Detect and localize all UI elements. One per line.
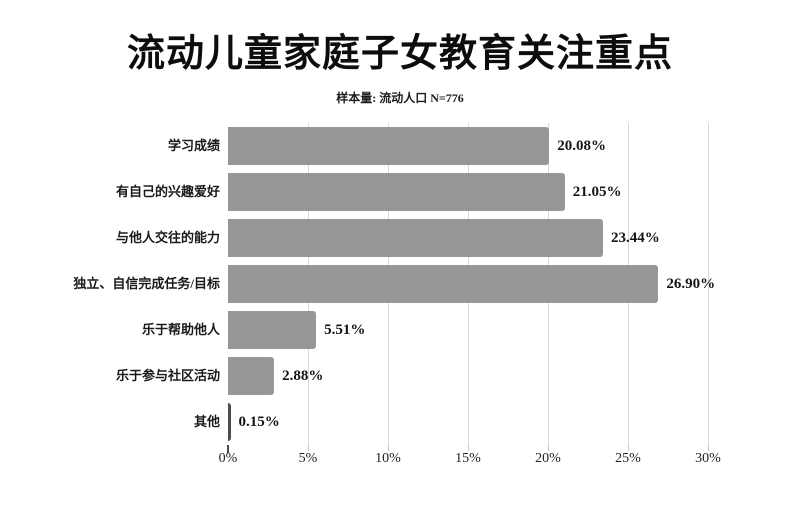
x-tick-mark	[468, 445, 469, 451]
value-label: 21.05%	[572, 184, 622, 200]
gridline	[708, 123, 709, 445]
category-label: 其他	[193, 414, 220, 429]
x-tick-mark	[308, 445, 309, 451]
bar-row: 5.51%	[228, 307, 708, 353]
category-label: 乐于帮助他人	[141, 322, 220, 337]
x-tick-label: 0%	[218, 451, 238, 466]
x-tick-label: 30%	[695, 451, 721, 466]
category-label: 学习成绩	[167, 138, 220, 153]
category-label: 有自己的兴趣爱好	[115, 184, 220, 199]
bar	[228, 219, 604, 257]
value-label: 23.44%	[611, 230, 660, 246]
chart-title: 流动儿童家庭子女教育关注重点	[126, 33, 673, 75]
x-tick-label: 15%	[455, 451, 481, 466]
x-tick-mark	[388, 445, 389, 451]
value-label: 26.90%	[666, 276, 716, 292]
x-tick-mark	[548, 445, 549, 451]
bar	[228, 127, 550, 165]
bar	[228, 265, 659, 303]
value-label: 5.51%	[324, 322, 366, 338]
x-tick-mark	[628, 445, 629, 451]
bar-row: 23.44%	[228, 215, 708, 261]
chart-subtitle: 样本量: 流动人口 N=776	[336, 91, 464, 105]
bar-row: 21.05%	[228, 169, 708, 215]
bar	[228, 311, 317, 349]
category-label: 乐于参与社区活动	[115, 368, 220, 383]
x-tick-label: 5%	[298, 451, 318, 466]
value-label: 20.08%	[557, 138, 607, 154]
bar	[228, 173, 565, 211]
bar-row: 26.90%	[228, 261, 715, 307]
bar-row: 20.08%	[228, 123, 708, 169]
x-tick-mark	[708, 445, 709, 451]
x-tick-label: 25%	[615, 451, 641, 466]
x-tick-mark	[227, 445, 229, 453]
category-label: 与他人交往的能力	[115, 230, 220, 245]
category-label: 独立、自信完成任务/目标	[73, 276, 220, 291]
x-tick-label: 10%	[375, 451, 401, 466]
bar	[228, 357, 275, 395]
value-label: 0.15%	[238, 414, 280, 430]
bar-row: 0.15%	[228, 399, 708, 445]
bar-row: 2.88%	[228, 353, 708, 399]
plot-area: 20.08% 21.05% 23.44% 26.90% 5.51% 2.88% 0.15%	[227, 123, 715, 453]
bar	[228, 403, 231, 441]
value-label: 2.88%	[282, 368, 324, 384]
x-tick-label: 20%	[535, 451, 561, 466]
